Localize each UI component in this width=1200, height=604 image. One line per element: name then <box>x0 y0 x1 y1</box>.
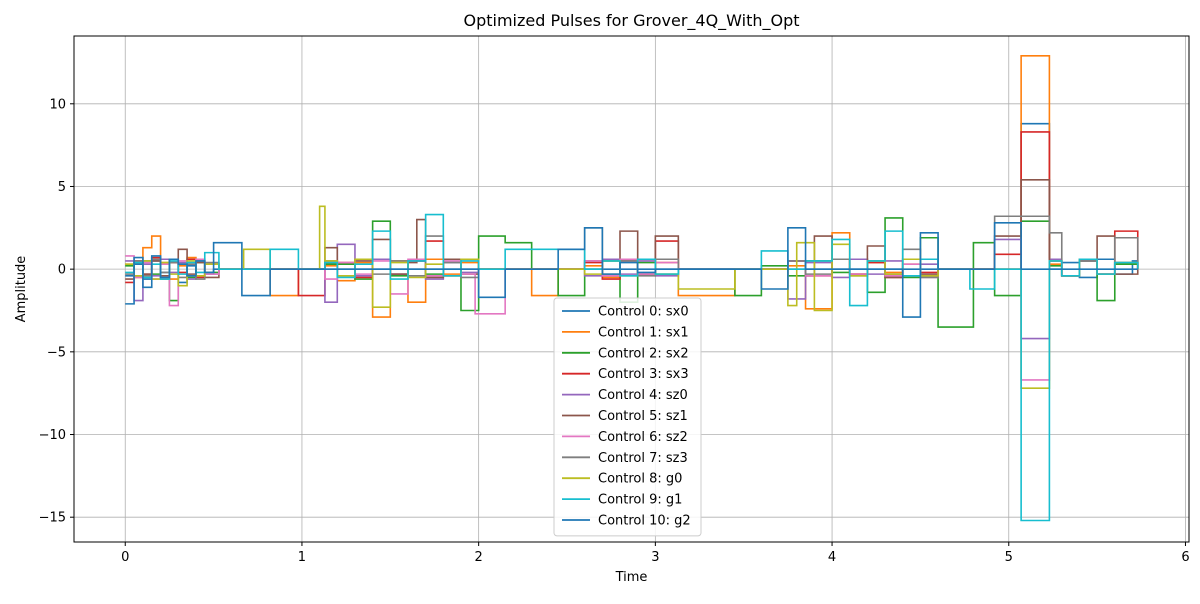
series-line-control-9 <box>125 213 1139 522</box>
x-axis-label: Time <box>615 570 648 585</box>
series-line-control-3 <box>125 131 1139 297</box>
legend-entry-label: Control 8: g0 <box>598 472 682 487</box>
legend-entry-label: Control 4: sz0 <box>598 388 688 403</box>
y-tick-label: −15 <box>39 511 66 526</box>
x-tick-label: 6 <box>1181 550 1189 565</box>
y-tick-label: 10 <box>49 97 66 112</box>
y-axis-label: Amplitude <box>14 256 29 323</box>
x-tick-label: 5 <box>1005 550 1013 565</box>
y-tick-label: 5 <box>58 180 66 195</box>
series-line-control-10 <box>125 222 1138 318</box>
x-tick-label: 0 <box>121 550 129 565</box>
x-tick-label: 3 <box>651 550 659 565</box>
y-tick-label: 0 <box>58 263 66 278</box>
y-tick-label: −5 <box>47 345 66 360</box>
series-line-control-5 <box>125 179 1139 280</box>
legend-entry-label: Control 9: g1 <box>598 493 682 508</box>
chart-title: Optimized Pulses for Grover_4Q_With_Opt <box>463 11 799 31</box>
legend-entry-label: Control 5: sz1 <box>598 409 688 424</box>
x-tick-label: 2 <box>475 550 483 565</box>
legend-entry-label: Control 10: g2 <box>598 514 691 529</box>
plot-frame <box>73 35 1190 543</box>
legend-entry-label: Control 2: sx2 <box>598 346 689 361</box>
x-tick-label: 1 <box>298 550 306 565</box>
y-tick-label: −10 <box>39 428 66 443</box>
legend-entry-label: Control 7: sz3 <box>598 451 688 466</box>
x-tick-label: 4 <box>828 550 836 565</box>
legend-entry-label: Control 3: sx3 <box>598 367 689 382</box>
tick-layer: 0 1 2 3 4 5 6 −15 −10 −5 0 5 10 <box>39 97 1190 565</box>
legend-entry-label: Control 0: sx0 <box>598 305 689 320</box>
legend-entry-label: Control 1: sx1 <box>598 325 689 340</box>
legend: Control 0: sx0 Control 1: sx1 Control 2: s… <box>553 297 702 537</box>
legend-box <box>553 297 702 537</box>
legend-entry-label: Control 6: sz2 <box>598 430 688 445</box>
series-line-control-8 <box>125 205 1139 390</box>
series-layer <box>125 55 1139 522</box>
